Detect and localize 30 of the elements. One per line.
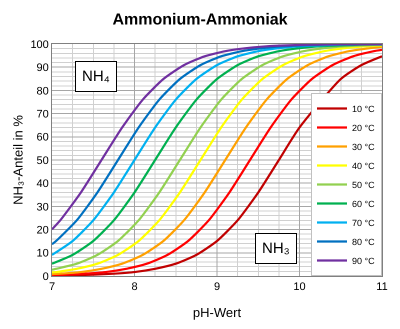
legend-label: 90 °C [352,256,376,266]
legend-label: 20 °C [352,123,376,134]
chart-title: Ammonium-Ammoniak [112,11,288,28]
x-tick-label: 9 [214,281,220,294]
legend-label: 50 °C [352,180,376,190]
y-tick-label: 20 [36,224,49,236]
legend-label: 10 °C [352,104,376,114]
y-tick-label: 100 [30,38,49,51]
x-tick-label: 8 [131,281,138,294]
legend-label: 60 °C [352,199,376,210]
legend-label: 30 °C [352,142,376,152]
y-tick-label: 50 [36,154,49,167]
y-axis-title: NH₃-Anteil in % [10,114,26,205]
y-tick-label: 40 [36,178,49,190]
y-tick-label: 0 [42,270,49,283]
x-tick-label: 10 [293,281,306,294]
annotation: NH₃ [262,240,290,257]
y-tick-label: 30 [36,201,49,214]
legend-label: 40 °C [352,161,376,172]
legend-label: 70 °C [352,218,376,228]
legend-label: 80 °C [352,237,376,248]
y-tick-label: 60 [36,132,49,144]
annotation: NH₄ [82,68,110,85]
x-axis-title: pH-Wert [192,304,242,320]
y-tick-label: 90 [36,62,49,74]
x-tick-label: 7 [48,281,56,294]
y-tick-label: 80 [36,85,49,98]
y-tick-label: 10 [36,248,49,260]
y-tick-label: 70 [36,108,49,120]
x-tick-label: 11 [376,281,388,294]
